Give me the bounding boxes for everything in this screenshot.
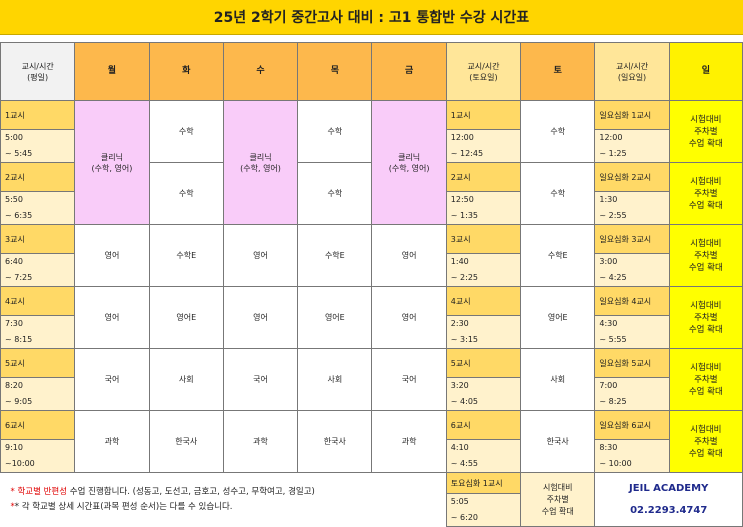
title-banner: 25년 2학기 중간고사 대비 : 고1 통합반 수강 시간표 — [0, 0, 743, 35]
period-label: 1교시 — [0, 100, 76, 130]
sat-period-time: 1:40 ~ 2:25 — [445, 253, 522, 287]
cell-fri-p6: 과학 — [371, 410, 447, 473]
cell-thu-p6: 한국사 — [297, 410, 373, 473]
cell-wed-clinic: 클리닉 (수학, 영어) — [222, 100, 299, 225]
note-line-1: * 학교별 반편성 수업 진행합니다. (성동고, 도선고, 금호고, 성수고,… — [10, 486, 315, 497]
academy-name: JEIL ACADEMY — [629, 482, 709, 494]
cell-tue-p5: 사회 — [148, 348, 224, 411]
cell-wed-p4: 영어 — [222, 286, 299, 349]
cell-mon-p4: 영어 — [74, 286, 150, 349]
sun-period-label: 일요심화 2교시 — [594, 162, 670, 192]
cell-sat-p5: 사회 — [520, 348, 596, 411]
sun-period-label: 일요심화 5교시 — [594, 348, 670, 378]
sun-period-label: 일요심화 1교시 — [594, 100, 670, 130]
cell-sun-p4: 시험대비 주차별 수업 확대 — [668, 286, 743, 349]
sun-period-time: 1:30 ~ 2:55 — [594, 191, 670, 225]
sun-period-label: 일요심화 3교시 — [594, 224, 670, 254]
cell-mon-p3: 영어 — [74, 224, 150, 287]
sat-extra-time: 5:05 ~ 6:20 — [445, 493, 522, 527]
header-mon: 월 — [74, 42, 150, 101]
note-line-2: ** 각 학교별 상세 시간표(과목 편성 순서)는 다를 수 있습니다. — [10, 501, 233, 512]
cell-tue-p6: 한국사 — [148, 410, 224, 473]
cell-thu-p3: 수학E — [297, 224, 373, 287]
sun-period-time: 12:00 ~ 1:25 — [594, 129, 670, 163]
cell-tue-p3: 수학E — [148, 224, 224, 287]
header-wed: 수 — [222, 42, 299, 101]
header-sun-period: 교시/시간 (일요일) — [594, 42, 670, 101]
period-time: 5:50 ~ 6:35 — [0, 191, 76, 225]
cell-fri-clinic: 클리닉 (수학, 영어) — [371, 100, 447, 225]
sat-period-time: 2:30 ~ 3:15 — [445, 315, 522, 349]
cell-sat-p1: 수학 — [520, 100, 596, 163]
cell-sat-p2: 수학 — [520, 162, 596, 225]
page-title: 25년 2학기 중간고사 대비 : 고1 통합반 수강 시간표 — [213, 10, 530, 26]
cell-fri-p5: 국어 — [371, 348, 447, 411]
period-time: 8:20 ~ 9:05 — [0, 377, 76, 411]
period-time: 9:10 ~10:00 — [0, 439, 76, 473]
period-label: 5교시 — [0, 348, 76, 378]
sat-extra-subject: 시험대비 주차별 수업 확대 — [520, 472, 596, 527]
sun-period-label: 일요심화 6교시 — [594, 410, 670, 440]
cell-thu-p5: 사회 — [297, 348, 373, 411]
sat-period-time: 3:20 ~ 4:05 — [445, 377, 522, 411]
sat-period-label: 5교시 — [445, 348, 522, 378]
cell-mon-p6: 과학 — [74, 410, 150, 473]
cell-sun-p3: 시험대비 주차별 수업 확대 — [668, 224, 743, 287]
sat-period-time: 12:50 ~ 1:35 — [445, 191, 522, 225]
cell-wed-p3: 영어 — [222, 224, 299, 287]
period-label: 4교시 — [0, 286, 76, 316]
period-label: 2교시 — [0, 162, 76, 192]
cell-sun-p5: 시험대비 주차별 수업 확대 — [668, 348, 743, 411]
sat-period-label: 2교시 — [445, 162, 522, 192]
cell-sat-p6: 한국사 — [520, 410, 596, 473]
cell-mon-p5: 국어 — [74, 348, 150, 411]
academy-info: JEIL ACADEMY 02.2293.4747 — [594, 472, 743, 527]
period-time: 6:40 ~ 7:25 — [0, 253, 76, 287]
sun-period-time: 3:00 ~ 4:25 — [594, 253, 670, 287]
academy-phone: 02.2293.4747 — [630, 504, 708, 516]
cell-sat-p4: 영어E — [520, 286, 596, 349]
period-label: 3교시 — [0, 224, 76, 254]
sat-period-label: 1교시 — [445, 100, 522, 130]
cell-wed-p6: 과학 — [222, 410, 299, 473]
note-highlight: 학교별 반편성 — [17, 486, 68, 497]
cell-thu-p4: 영어E — [297, 286, 373, 349]
cell-tue-p1: 수학 — [148, 100, 224, 163]
header-sun: 일 — [668, 42, 743, 101]
header-tue: 화 — [148, 42, 224, 101]
cell-sun-p2: 시험대비 주차별 수업 확대 — [668, 162, 743, 225]
sat-period-time: 4:10 ~ 4:55 — [445, 439, 522, 473]
cell-sun-p1: 시험대비 주차별 수업 확대 — [668, 100, 743, 163]
sun-period-time: 8:30 ~ 10:00 — [594, 439, 670, 473]
timetable: 교시/시간 (평일) 월 화 수 목 금 교시/시간 (토요일) 토 교시/시간… — [0, 42, 743, 527]
header-weekday-period: 교시/시간 (평일) — [0, 42, 76, 101]
period-label: 6교시 — [0, 410, 76, 440]
sat-period-time: 12:00 ~ 12:45 — [445, 129, 522, 163]
cell-thu-p2: 수학 — [297, 162, 373, 225]
header-row: 교시/시간 (평일) 월 화 수 목 금 교시/시간 (토요일) 토 교시/시간… — [0, 42, 743, 101]
sat-period-label: 4교시 — [445, 286, 522, 316]
cell-sat-p3: 수학E — [520, 224, 596, 287]
sun-period-label: 일요심화 4교시 — [594, 286, 670, 316]
sat-period-label: 6교시 — [445, 410, 522, 440]
sun-period-time: 7:00 ~ 8:25 — [594, 377, 670, 411]
period-time: 5:00 ~ 5:45 — [0, 129, 76, 163]
cell-mon-clinic: 클리닉 (수학, 영어) — [74, 100, 150, 225]
cell-thu-p1: 수학 — [297, 100, 373, 163]
notes: * 학교별 반편성 수업 진행합니다. (성동고, 도선고, 금호고, 성수고,… — [1, 473, 447, 527]
cell-fri-p4: 영어 — [371, 286, 447, 349]
header-fri: 금 — [371, 42, 447, 101]
cell-sun-p6: 시험대비 주차별 수업 확대 — [668, 410, 743, 473]
cell-fri-p3: 영어 — [371, 224, 447, 287]
sat-extra-label: 토요심화 1교시 — [445, 472, 522, 494]
header-thu: 목 — [297, 42, 373, 101]
period-time: 7:30 ~ 8:15 — [0, 315, 76, 349]
cell-tue-p4: 영어E — [148, 286, 224, 349]
sat-period-label: 3교시 — [445, 224, 522, 254]
header-sat-period: 교시/시간 (토요일) — [445, 42, 522, 101]
cell-wed-p5: 국어 — [222, 348, 299, 411]
cell-tue-p2: 수학 — [148, 162, 224, 225]
header-sat: 토 — [520, 42, 596, 101]
sun-period-time: 4:30 ~ 5:55 — [594, 315, 670, 349]
